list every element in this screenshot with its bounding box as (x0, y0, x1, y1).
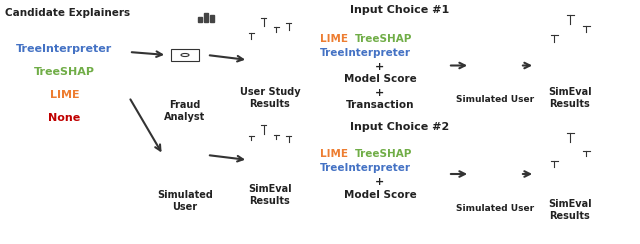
Text: SimEval
Results: SimEval Results (548, 87, 592, 109)
Text: SimEval
Results: SimEval Results (248, 184, 292, 206)
Text: Simulated User: Simulated User (456, 95, 534, 104)
Circle shape (175, 137, 186, 142)
Bar (284, 30, 294, 83)
Circle shape (159, 161, 172, 165)
Circle shape (469, 55, 481, 60)
Text: Transaction: Transaction (346, 100, 414, 110)
Text: TreeInterpreter: TreeInterpreter (320, 163, 411, 173)
Text: Simulated
User: Simulated User (157, 190, 213, 212)
Bar (190, 53, 195, 61)
Text: Fraud
Analyst: Fraud Analyst (164, 100, 205, 122)
Text: Model Score: Model Score (344, 190, 417, 200)
Circle shape (500, 55, 512, 60)
Text: TreeSHAP: TreeSHAP (34, 67, 95, 77)
Text: LIME: LIME (320, 34, 348, 44)
Bar (271, 139, 282, 180)
FancyBboxPatch shape (545, 133, 595, 195)
FancyBboxPatch shape (315, 18, 445, 113)
FancyBboxPatch shape (244, 18, 296, 83)
Circle shape (173, 17, 197, 27)
Text: LIME: LIME (320, 149, 348, 159)
Text: +: + (376, 177, 385, 187)
Circle shape (484, 79, 497, 83)
Circle shape (484, 172, 497, 176)
Circle shape (484, 187, 497, 192)
Text: Input Choice #1: Input Choice #1 (350, 5, 450, 15)
Text: LIME: LIME (50, 90, 79, 100)
Bar (182, 51, 187, 61)
FancyBboxPatch shape (244, 125, 296, 180)
Bar (204, 13, 208, 22)
Text: TreeSHAP: TreeSHAP (355, 149, 412, 159)
Bar (271, 32, 282, 83)
Bar (579, 156, 593, 195)
Text: SimEval
Results: SimEval Results (548, 199, 592, 221)
Circle shape (484, 48, 497, 52)
FancyBboxPatch shape (545, 15, 595, 83)
Circle shape (190, 161, 202, 165)
Circle shape (484, 63, 497, 68)
Text: TreeSHAP: TreeSHAP (355, 34, 412, 44)
Text: TreeInterpreter: TreeInterpreter (320, 48, 411, 58)
Circle shape (500, 180, 512, 184)
Circle shape (469, 71, 481, 76)
Circle shape (469, 180, 481, 184)
Bar (210, 15, 214, 22)
Circle shape (469, 164, 481, 168)
Circle shape (181, 53, 189, 57)
FancyBboxPatch shape (171, 35, 199, 63)
Bar (174, 55, 179, 61)
Circle shape (500, 164, 512, 168)
Text: Candidate Explainers: Candidate Explainers (5, 8, 130, 18)
Text: +: + (376, 62, 385, 72)
Text: TreeInterpreter: TreeInterpreter (17, 44, 113, 54)
Text: +: + (376, 88, 385, 98)
Circle shape (159, 145, 172, 149)
FancyBboxPatch shape (315, 135, 445, 213)
Circle shape (500, 71, 512, 76)
Bar (563, 23, 577, 83)
Text: Simulated User: Simulated User (456, 204, 534, 213)
Bar (284, 142, 294, 180)
Text: None: None (49, 113, 81, 123)
Circle shape (190, 145, 202, 149)
Bar (259, 26, 269, 83)
Text: User Study
Results: User Study Results (240, 87, 300, 109)
Bar (563, 142, 577, 195)
Bar (246, 39, 257, 83)
Text: Model Score: Model Score (344, 74, 417, 84)
Bar (547, 167, 561, 195)
Text: Input Choice #2: Input Choice #2 (350, 122, 450, 132)
Circle shape (175, 168, 186, 173)
Bar (547, 42, 561, 83)
Circle shape (484, 156, 497, 161)
Bar (259, 134, 269, 180)
Bar (198, 17, 202, 22)
Circle shape (175, 153, 186, 157)
FancyBboxPatch shape (171, 49, 199, 61)
Bar (246, 140, 257, 180)
FancyBboxPatch shape (2, 22, 127, 127)
Bar (579, 32, 593, 83)
